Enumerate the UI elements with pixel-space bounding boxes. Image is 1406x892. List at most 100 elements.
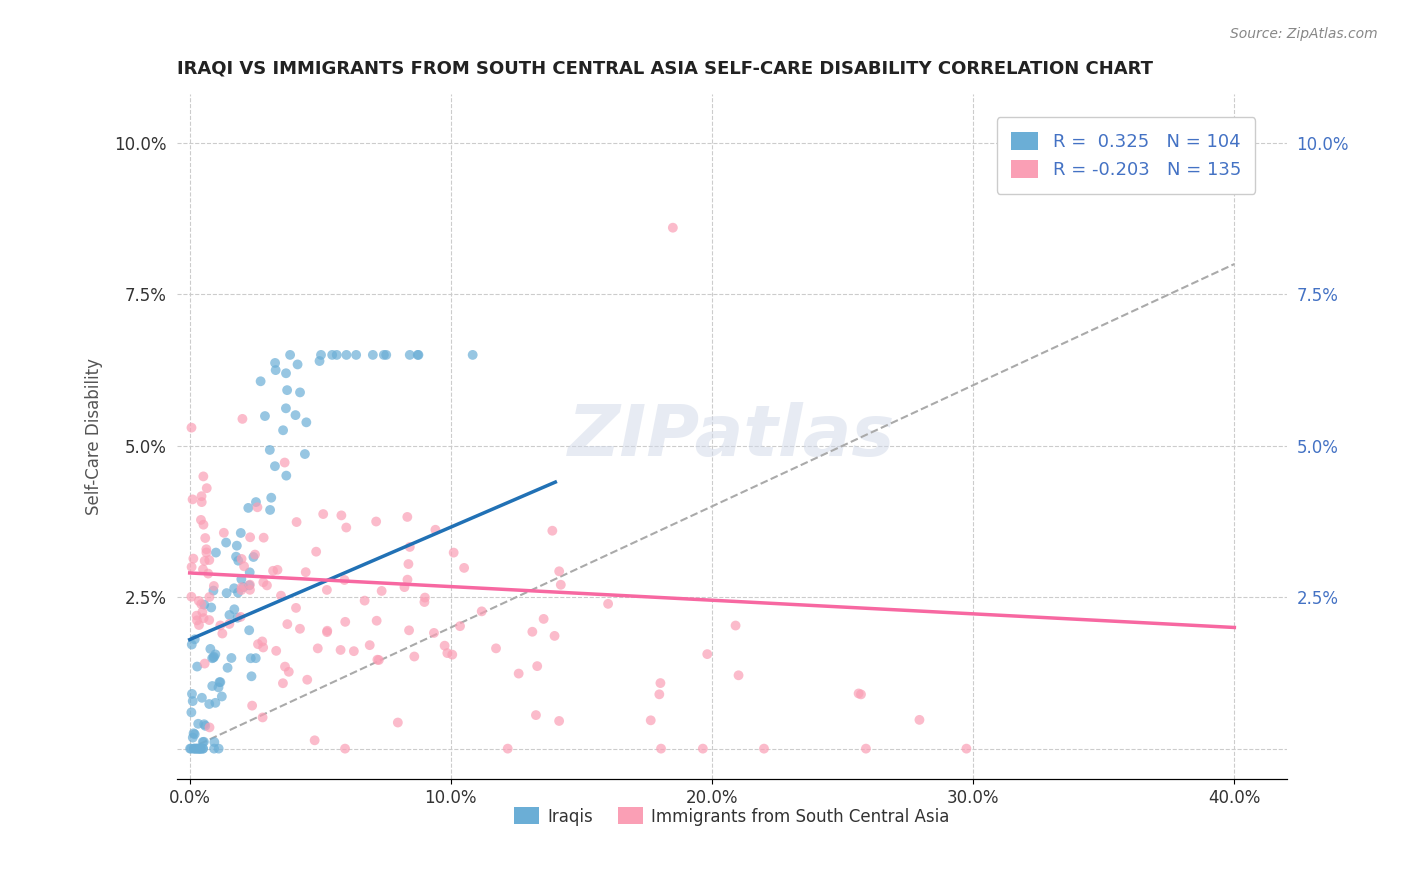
Point [211, 690, 233, 704]
Point [201, 679, 224, 693]
Point [190, 741, 212, 756]
Point [218, 607, 240, 622]
Point [294, 565, 316, 579]
Point [650, 741, 672, 756]
Point [321, 348, 343, 362]
Point [252, 575, 274, 590]
Point [316, 624, 339, 638]
Point [295, 415, 318, 429]
Point [247, 637, 270, 651]
Point [181, 694, 204, 708]
Point [184, 741, 207, 756]
Point [186, 659, 208, 673]
Point [245, 651, 267, 665]
Point [541, 524, 564, 538]
Point [256, 578, 278, 592]
Point [186, 613, 208, 627]
Point [207, 681, 229, 695]
Point [225, 549, 247, 564]
Point [181, 492, 204, 507]
Point [692, 741, 714, 756]
Point [245, 495, 267, 509]
Point [396, 557, 419, 571]
Point [329, 643, 352, 657]
Point [202, 579, 225, 593]
Point [180, 706, 202, 720]
Point [212, 525, 235, 540]
Point [404, 649, 426, 664]
Point [215, 586, 238, 600]
Point [724, 618, 747, 632]
Point [696, 647, 718, 661]
Point [849, 687, 872, 701]
Point [276, 383, 298, 397]
Point [496, 741, 519, 756]
Point [413, 595, 436, 609]
Point [231, 582, 253, 597]
Point [193, 735, 215, 749]
Point [406, 348, 429, 362]
Point [396, 510, 419, 524]
Point [316, 625, 339, 640]
Point [353, 593, 375, 607]
Point [394, 580, 416, 594]
Point [270, 589, 292, 603]
Point [204, 696, 226, 710]
Point [194, 657, 217, 671]
Point [315, 582, 337, 597]
Point [461, 348, 484, 362]
Point [288, 385, 311, 400]
Point [195, 542, 218, 557]
Point [453, 561, 475, 575]
Point [211, 626, 233, 640]
Point [184, 632, 207, 647]
Point [225, 539, 247, 553]
Point [288, 622, 311, 636]
Point [305, 544, 328, 558]
Point [344, 348, 367, 362]
Point [259, 442, 281, 457]
Point [183, 551, 205, 566]
Point [201, 651, 224, 665]
Point [202, 741, 225, 756]
Point [205, 545, 228, 559]
Point [190, 513, 212, 527]
Point [238, 624, 260, 638]
Point [221, 651, 243, 665]
Point [191, 741, 214, 756]
Point [330, 508, 353, 523]
Point [231, 552, 253, 566]
Point [239, 651, 262, 665]
Point [190, 597, 212, 611]
Text: IRAQI VS IMMIGRANTS FROM SOUTH CENTRAL ASIA SELF-CARE DISABILITY CORRELATION CHA: IRAQI VS IMMIGRANTS FROM SOUTH CENTRAL A… [177, 60, 1153, 78]
Point [191, 562, 214, 576]
Point [195, 545, 218, 559]
Point [231, 412, 253, 426]
Point [193, 717, 215, 731]
Point [226, 554, 249, 568]
Point [485, 641, 508, 656]
Point [198, 720, 221, 734]
Point [361, 348, 384, 362]
Point [273, 456, 295, 470]
Point [180, 590, 202, 604]
Point [333, 573, 356, 587]
Point [274, 659, 297, 673]
Point [197, 566, 219, 581]
Point [471, 604, 494, 618]
Point [240, 698, 263, 713]
Point [239, 577, 262, 591]
Point [284, 408, 307, 422]
Point [239, 566, 262, 580]
Point [240, 669, 263, 683]
Point [187, 741, 209, 756]
Point [224, 602, 246, 616]
Point [200, 600, 222, 615]
Point [441, 648, 464, 662]
Point [253, 531, 276, 545]
Point [304, 733, 326, 747]
Point [190, 741, 212, 756]
Point [243, 548, 266, 562]
Point [278, 348, 301, 362]
Point [648, 687, 671, 701]
